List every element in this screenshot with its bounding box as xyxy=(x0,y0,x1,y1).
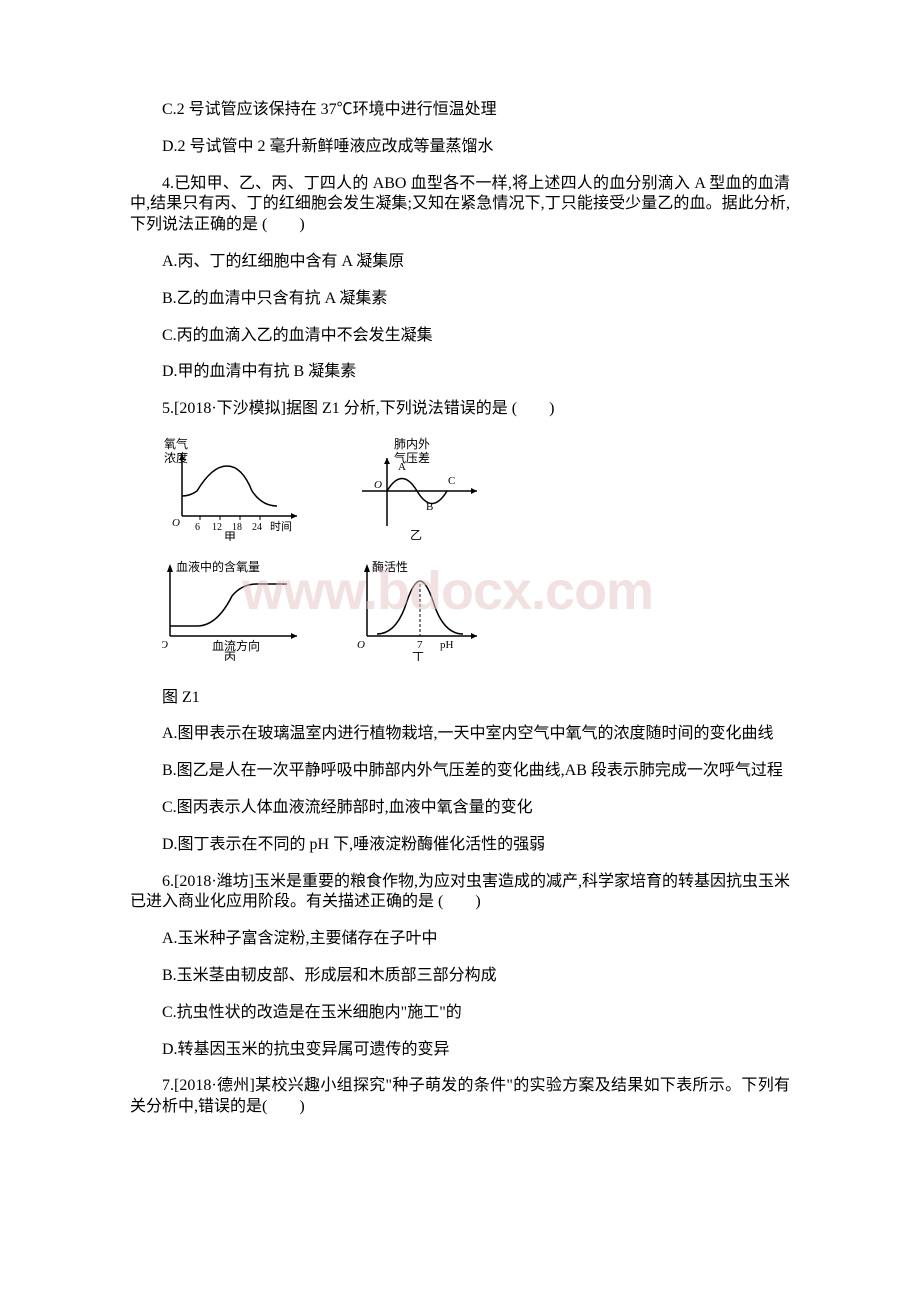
q4-option-c: C.丙的血滴入乙的血清中不会发生凝集 xyxy=(130,326,790,347)
q4-option-d: D.甲的血清中有抗 B 凝集素 xyxy=(130,362,790,383)
q5-stem: 5.[2018·下沙模拟]据图 Z1 分析,下列说法错误的是 ( ) xyxy=(130,399,790,420)
q4-stem: 4.已知甲、乙、丙、丁四人的 ABO 血型各不一样,将上述四人的血分别滴入 A … xyxy=(130,174,790,236)
svg-text:甲: 甲 xyxy=(224,530,236,541)
svg-text:6: 6 xyxy=(195,522,200,533)
q3-option-c: C.2 号试管应该保持在 37℃环境中进行恒温处理 xyxy=(130,100,790,121)
svg-text:乙: 乙 xyxy=(410,528,422,541)
q5-option-a: A.图甲表示在玻璃温室内进行植物栽培,一天中室内空气中氧气的浓度随时间的变化曲线 xyxy=(130,724,790,745)
chart-bing: 血液中的含氧量 O 血流方向 丙 xyxy=(162,556,312,668)
q4-option-b: B.乙的血清中只含有抗 A 凝集素 xyxy=(130,289,790,310)
svg-text:O: O xyxy=(172,517,180,529)
svg-text:A: A xyxy=(398,461,406,473)
q5-option-b: B.图乙是人在一次平静呼吸中肺部内外气压差的变化曲线,AB 段表示肺完成一次呼气… xyxy=(130,761,790,782)
svg-text:C: C xyxy=(448,475,455,487)
q5-option-d: D.图丁表示在不同的 pH 下,唾液淀粉酶催化活性的强弱 xyxy=(130,835,790,856)
svg-text:12: 12 xyxy=(212,522,222,533)
q6-option-d: D.转基因玉米的抗虫变异属可遗传的变异 xyxy=(130,1040,790,1061)
q6-option-a: A.玉米种子富含淀粉,主要储存在子叶中 xyxy=(130,929,790,950)
svg-text:时间: 时间 xyxy=(270,520,292,533)
svg-text:B: B xyxy=(426,501,433,513)
q5-option-c: C.图丙表示人体血液流经肺部时,血液中氧含量的变化 xyxy=(130,798,790,819)
svg-text:血液中的含氧量: 血液中的含氧量 xyxy=(176,559,260,574)
chart-jia: 氧气 浓度 O 6 12 18 24 时间 甲 xyxy=(162,436,312,548)
svg-text:氧气: 氧气 xyxy=(164,436,188,451)
svg-text:O: O xyxy=(374,479,382,491)
svg-text:O: O xyxy=(357,639,365,651)
svg-text:pH: pH xyxy=(440,639,454,651)
q3-option-d: D.2 号试管中 2 毫升新鲜唾液应改成等量蒸馏水 xyxy=(130,137,790,158)
svg-text:浓度: 浓度 xyxy=(164,450,188,465)
q6-stem: 6.[2018·潍坊]玉米是重要的粮食作物,为应对虫害造成的减产,科学家培育的转… xyxy=(130,872,790,914)
svg-text:O: O xyxy=(162,639,168,651)
q6-option-b: B.玉米茎由韧皮部、形成层和木质部三部分构成 xyxy=(130,966,790,987)
svg-text:24: 24 xyxy=(252,522,262,533)
q4-option-a: A.丙、丁的红细胞中含有 A 凝集原 xyxy=(130,252,790,273)
q7-stem: 7.[2018·德州]某校兴趣小组探究"种子萌发的条件"的实验方案及结果如下表所… xyxy=(130,1076,790,1118)
svg-text:丙: 丙 xyxy=(224,650,236,661)
svg-text:丁: 丁 xyxy=(412,650,424,661)
figure-z1: www.bdocx.com 氧气 浓度 O 6 12 18 24 xyxy=(162,436,502,676)
q6-option-c: C.抗虫性状的改造是在玉米细胞内"施工"的 xyxy=(130,1003,790,1024)
svg-text:肺内外: 肺内外 xyxy=(394,437,430,451)
chart-yi: 肺内外 气压差 O A B C 乙 xyxy=(342,436,492,548)
chart-ding: 酶活性 O 7 pH 丁 xyxy=(342,556,492,668)
svg-text:酶活性: 酶活性 xyxy=(372,559,408,574)
figure-caption: 图 Z1 xyxy=(130,688,790,709)
